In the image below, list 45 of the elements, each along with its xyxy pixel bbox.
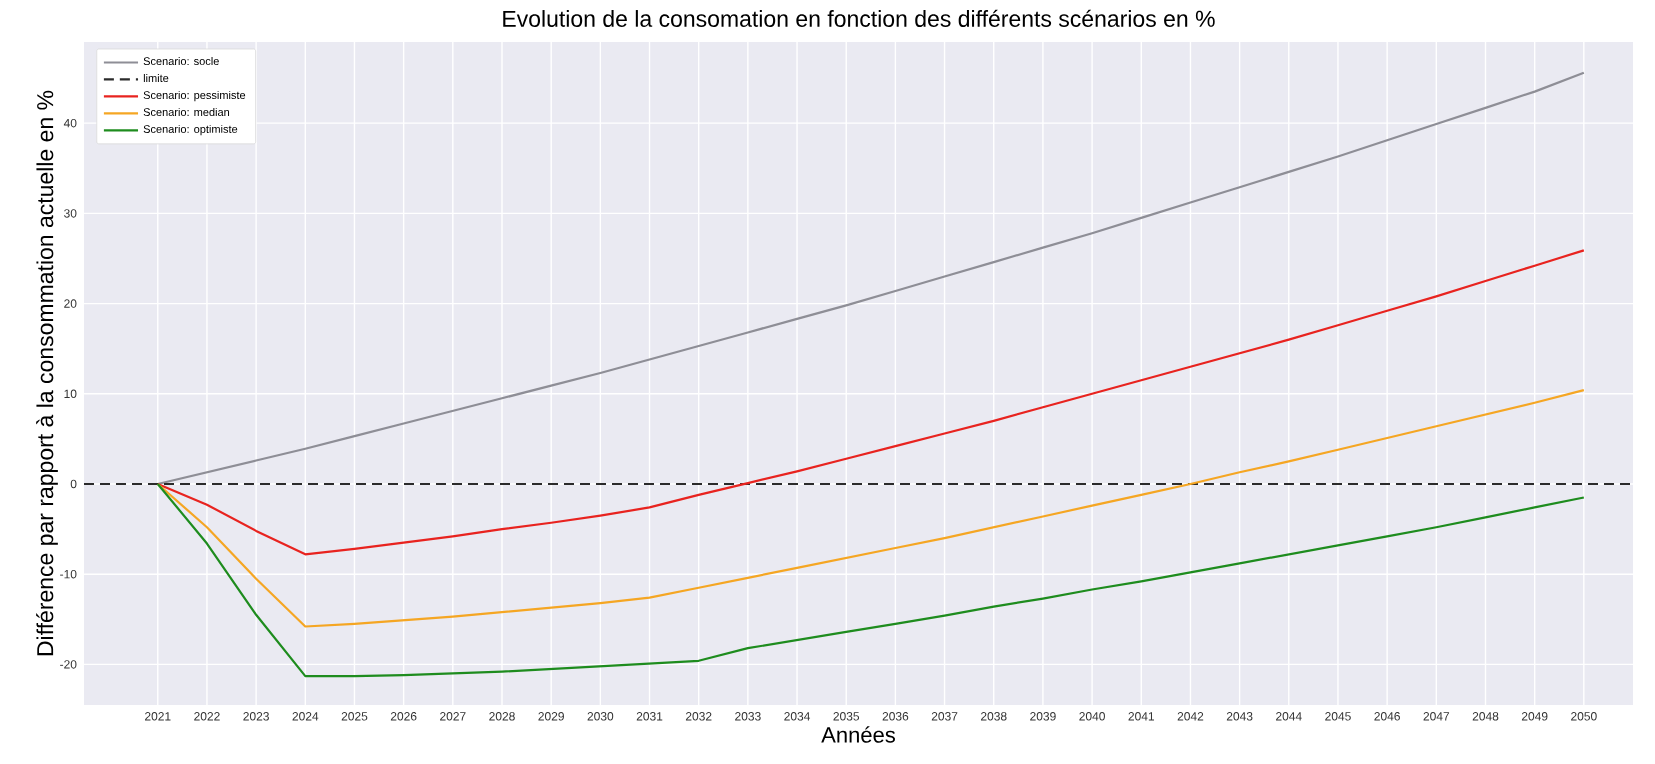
y-tick-label: 40 (63, 118, 77, 128)
x-axis-title: Années (821, 726, 895, 743)
x-tick-label: 2048 (1472, 712, 1499, 721)
x-tick-label: 2050 (1571, 712, 1597, 721)
y-tick-label: 20 (64, 299, 77, 308)
y-axis-title: Différence par rapport à la consommation actuelle en % (36, 90, 58, 656)
x-tick-label: 2028 (489, 712, 515, 721)
x-tick-label: 2049 (1521, 712, 1548, 721)
x-tick-label: 2047 (1423, 712, 1450, 721)
x-tick-label: 2023 (243, 712, 269, 721)
x-tick-label: 2042 (1177, 712, 1204, 721)
legend-label: Scenario: optimiste (143, 124, 238, 136)
legend-label: Scenario: socle (143, 57, 219, 66)
legend-label: Scenario: pessimiste (143, 90, 246, 102)
x-tick-label: 2030 (587, 712, 614, 721)
y-tick-label: 30 (64, 209, 77, 218)
x-tick-label: 2037 (931, 712, 958, 721)
x-tick-label: 2036 (882, 712, 909, 721)
legend-label: limite (143, 73, 169, 83)
y-tick-label: 0 (70, 479, 77, 489)
x-tick-label: 2027 (440, 712, 466, 721)
x-tick-label: 2041 (1128, 712, 1155, 721)
x-tick-label: 2032 (685, 712, 712, 721)
x-tick-label: 2022 (194, 712, 220, 721)
x-tick-label: 2031 (636, 712, 663, 721)
y-tick-label: -20 (60, 660, 77, 669)
x-tick-label: 2046 (1374, 712, 1400, 721)
y-tick-label: 10 (64, 389, 77, 399)
x-tick-label: 2024 (292, 712, 319, 721)
x-tick-label: 2026 (390, 712, 417, 721)
x-tick-label: 2040 (1079, 712, 1105, 721)
y-tick-label: -10 (60, 569, 77, 579)
x-tick-label: 2039 (1030, 712, 1056, 721)
legend-label: Scenario: median (143, 107, 230, 116)
x-tick-label: 2025 (341, 712, 368, 721)
x-tick-label: 2029 (538, 712, 564, 721)
x-tick-label: 2045 (1325, 712, 1351, 721)
x-tick-label: 2034 (784, 712, 811, 721)
x-tick-label: 2044 (1276, 712, 1302, 721)
x-tick-label: 2035 (833, 712, 860, 721)
x-tick-label: 2038 (980, 712, 1007, 721)
chart-title: Evolution de la consomation en fonction des différents scénarios en % (503, 9, 1215, 27)
x-tick-label: 2043 (1226, 712, 1253, 721)
x-tick-label: 2021 (145, 712, 171, 721)
x-tick-label: 2033 (735, 712, 761, 721)
